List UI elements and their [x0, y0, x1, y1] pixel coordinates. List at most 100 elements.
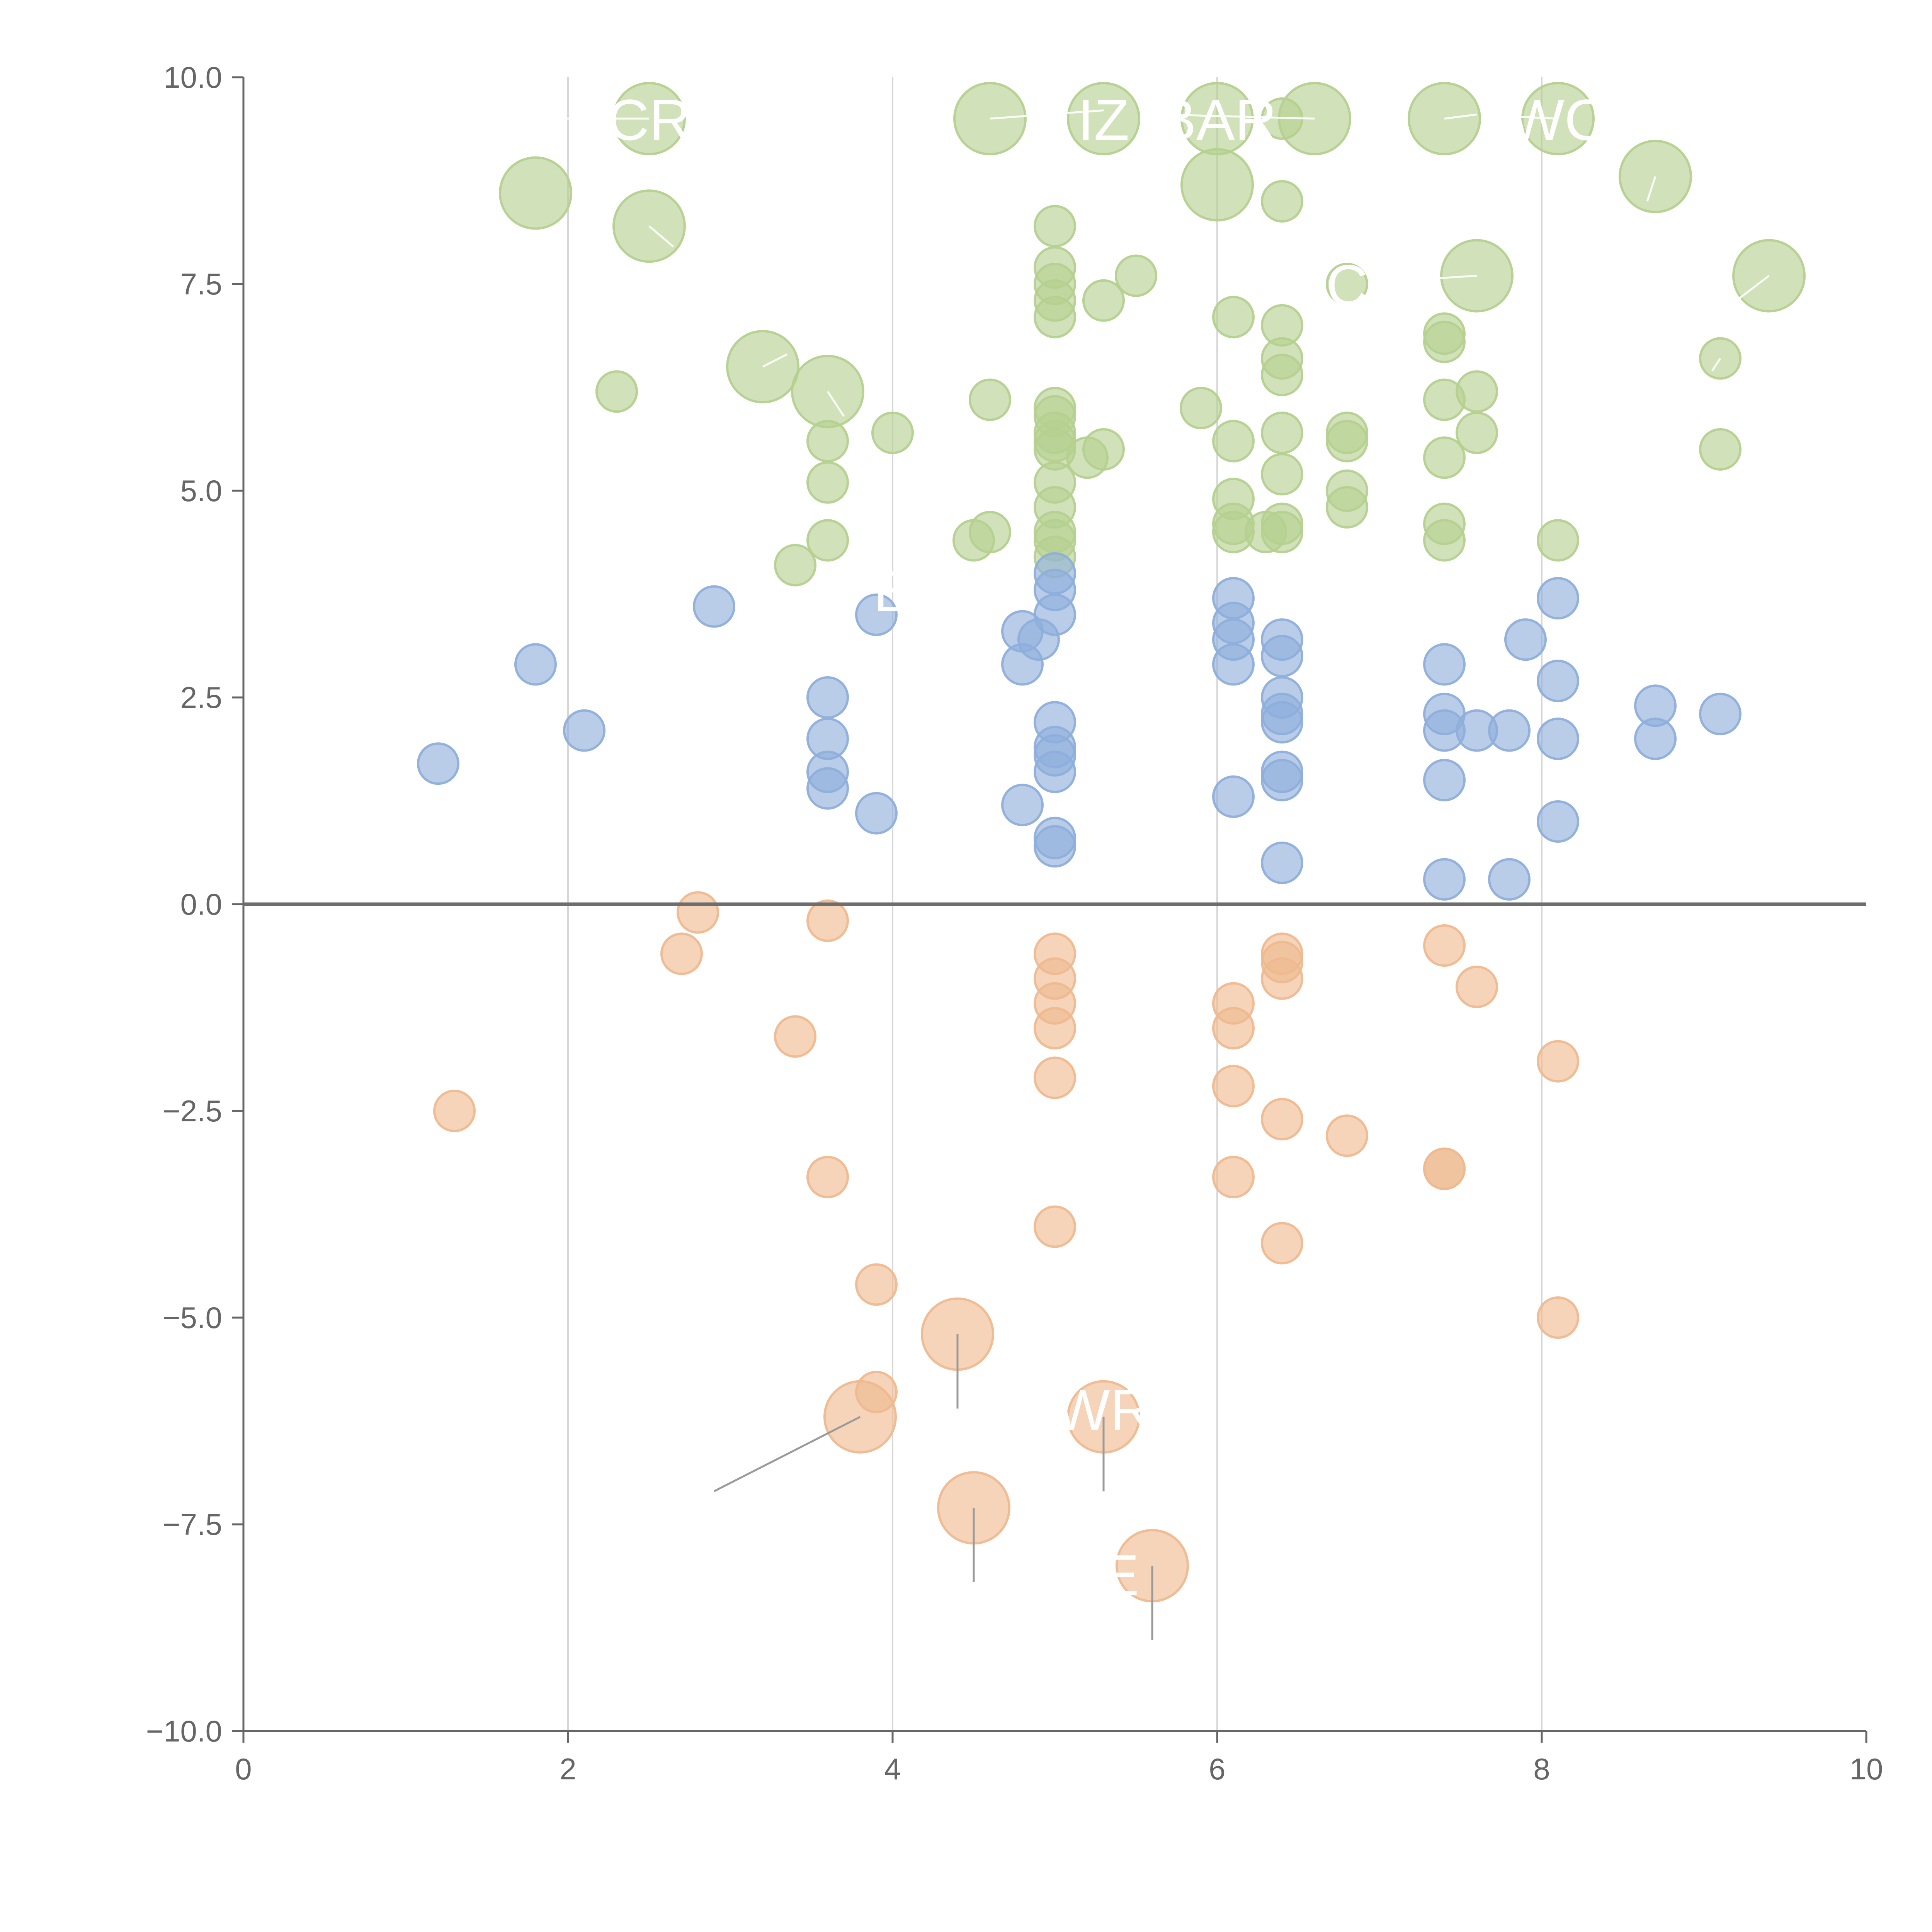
leader-line: [990, 109, 1104, 120]
data-point-low: [855, 1263, 898, 1306]
y-tick-label: 0.0: [180, 887, 222, 921]
data-point-high: [969, 511, 1011, 553]
data-point-mid: [1423, 643, 1466, 686]
data-point-high: [1423, 436, 1466, 479]
data-point-low: [774, 1015, 816, 1058]
data-point-low: [1034, 1007, 1076, 1049]
annotation-label: E: [1100, 1543, 1139, 1607]
data-point-mid: [693, 585, 735, 628]
data-point-mid: [1699, 692, 1742, 735]
data-point-high: [1456, 370, 1498, 413]
x-tick-label: 8: [1533, 1752, 1550, 1786]
data-point-high: [1212, 296, 1255, 338]
leader-line: [1711, 358, 1721, 372]
leader-line: [1160, 113, 1315, 120]
annotation-layer: CR IZ BAR WC C B WR E: [607, 87, 1606, 1607]
data-point-low: [1212, 1065, 1255, 1107]
x-tick-label: 10: [1850, 1752, 1883, 1786]
data-point-high: [1067, 82, 1140, 155]
y-tick-label: −5.0: [163, 1301, 222, 1335]
data-point-mid: [1034, 825, 1076, 868]
data-point-mid: [1504, 618, 1547, 661]
y-tick-label: 2.5: [180, 680, 222, 714]
data-point-high: [1082, 428, 1125, 471]
data-point-mid: [1261, 842, 1303, 884]
annotation-label: BAR: [1158, 87, 1277, 152]
annotation-label: WR: [1055, 1377, 1152, 1442]
data-point-high: [791, 355, 864, 429]
data-point-high: [806, 420, 849, 463]
data-point-low: [660, 932, 703, 975]
data-point-high: [1180, 148, 1254, 222]
data-point-low: [1423, 924, 1466, 967]
data-point-low: [1456, 966, 1498, 1008]
data-point-mid: [514, 643, 557, 686]
leader-line: [713, 1416, 861, 1492]
data-point-mid: [1261, 759, 1303, 801]
data-point-low: [1423, 1147, 1466, 1190]
leader-line: [648, 225, 674, 248]
annotation-label: CR: [607, 87, 691, 152]
data-point-high: [595, 370, 638, 413]
y-tick-label: −2.5: [163, 1094, 222, 1128]
y-tick-label: 10.0: [163, 60, 222, 94]
data-point-low: [433, 1090, 476, 1132]
data-point-mid: [1488, 709, 1531, 752]
data-point-high: [806, 519, 849, 562]
y-tick-label: 5.0: [180, 474, 222, 508]
leader-line: [762, 353, 788, 368]
data-point-mid: [1001, 643, 1044, 686]
data-point-mid: [1001, 784, 1044, 827]
leader-line: [1646, 176, 1656, 202]
data-point-mid: [1034, 594, 1076, 636]
y-tick-label: 7.5: [180, 267, 222, 301]
data-point-low: [1261, 957, 1303, 1000]
annotation-label: WC: [1510, 87, 1606, 152]
data-point-high: [871, 412, 914, 454]
data-point-mid: [1488, 858, 1531, 901]
annotation-label: C: [1326, 253, 1368, 318]
data-point-low: [1034, 1056, 1076, 1099]
data-point-high: [1261, 453, 1303, 496]
annotation-label: IZ: [1078, 87, 1129, 152]
data-point-high: [1082, 279, 1125, 322]
axes-layer: 0 2 4 6 8 10 10.0 7.5 5.0 2.5 0.0 −2.5 −5.0 −7.5 −10.0: [146, 60, 1883, 1786]
x-tick-label: 6: [1209, 1752, 1225, 1786]
leader-layer: [243, 109, 1866, 1640]
data-point-low: [1326, 1114, 1368, 1157]
x-tick-label: 4: [884, 1752, 901, 1786]
data-point-low: [1212, 1156, 1255, 1199]
leader-line: [1736, 275, 1770, 301]
data-point-high: [1212, 420, 1255, 463]
data-point-mid: [1212, 643, 1255, 686]
data-point-high: [1537, 519, 1579, 562]
data-point-high: [806, 461, 849, 504]
data-point-mid: [1423, 759, 1466, 801]
y-tick-label: −7.5: [163, 1507, 222, 1541]
data-point-low: [1261, 1098, 1303, 1141]
data-point-high: [774, 544, 816, 587]
data-point-high: [1699, 428, 1742, 471]
data-point-high: [1423, 320, 1466, 363]
data-point-mid: [1261, 701, 1303, 744]
data-point-mid: [1034, 750, 1076, 793]
data-point-low: [806, 899, 849, 942]
annotation-label: B: [873, 559, 912, 624]
data-point-mid: [1634, 718, 1677, 760]
data-point-mid: [1537, 577, 1579, 620]
data-point-high: [1261, 412, 1303, 454]
data-point-mid: [1537, 800, 1579, 843]
x-tick-label: 2: [560, 1752, 576, 1786]
data-point-low: [677, 891, 719, 934]
data-point-mid: [806, 676, 849, 719]
data-point-low: [1537, 1296, 1579, 1339]
leader-line: [827, 391, 845, 417]
data-point-high: [1326, 486, 1368, 529]
data-point-high: [499, 156, 572, 230]
data-point-mid: [1212, 775, 1255, 818]
data-point-mid: [855, 792, 898, 835]
leader-line: [1506, 115, 1558, 120]
data-point-high: [1261, 180, 1303, 223]
data-point-high: [1326, 420, 1368, 463]
